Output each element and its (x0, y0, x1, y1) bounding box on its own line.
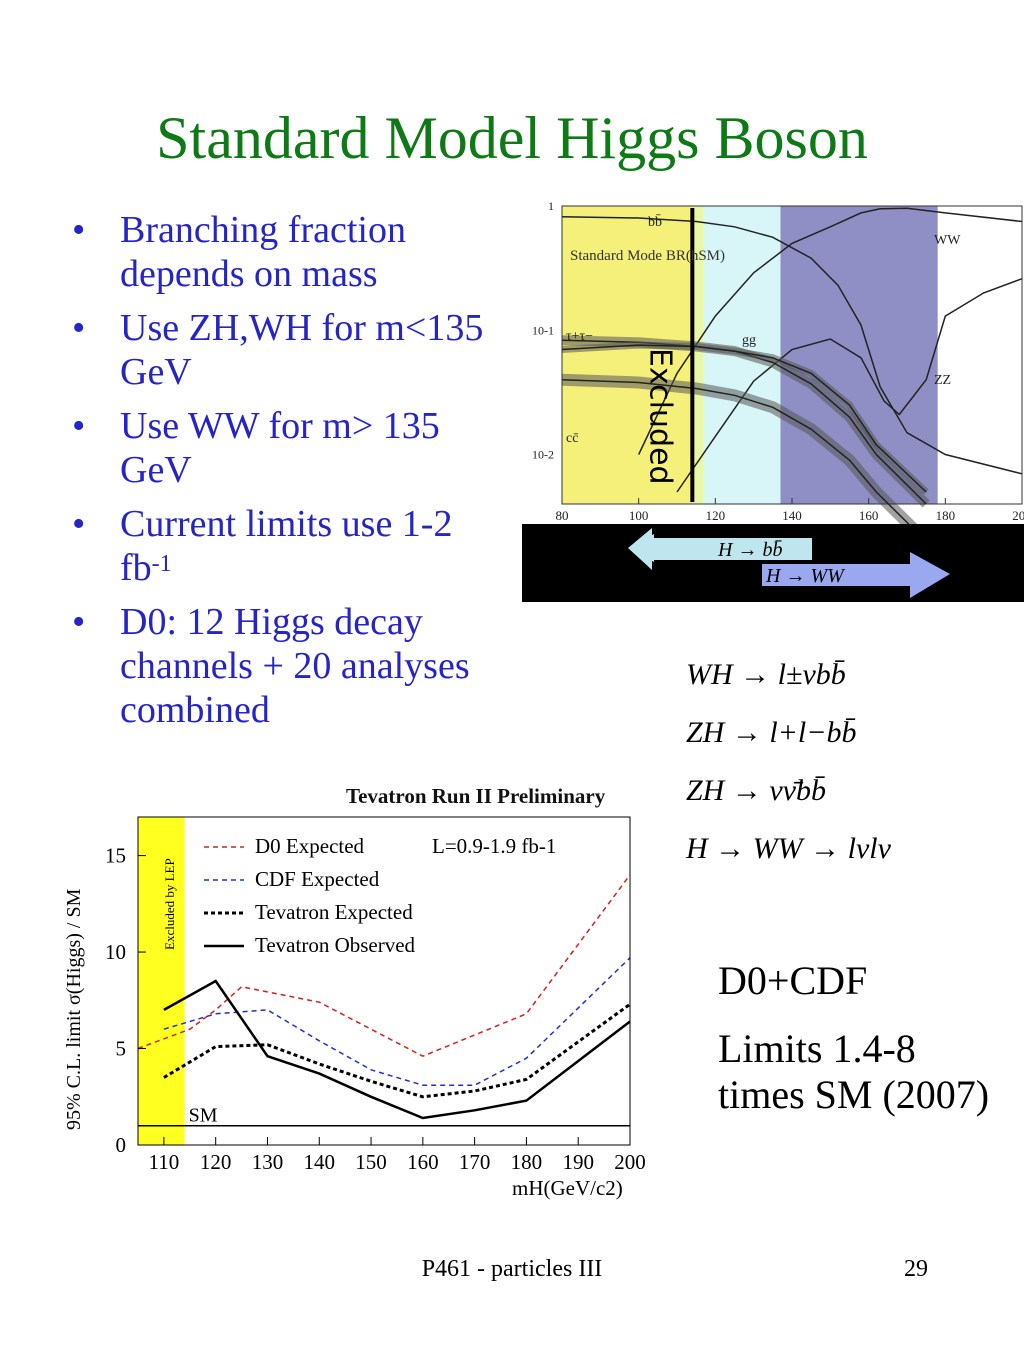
legend-label-2: Tevatron Expected (255, 900, 413, 924)
lep-excluded-band (138, 817, 185, 1145)
br-series-line-4 (561, 344, 927, 493)
excluded-label: Excluded (642, 348, 677, 485)
br-x-tick-label: 100 (629, 508, 649, 523)
equation-h-ww: H → WW → lνlν (686, 832, 891, 865)
br-series-label-4: gg (742, 333, 756, 348)
br-series-label-1: WW (934, 233, 961, 248)
equation-zh-ll: ZH → l+l−bb̄ (686, 716, 857, 749)
br-region-0 (562, 206, 693, 504)
bullet-branching: Branching fraction depends on mass (72, 208, 492, 296)
bullet-superscript: -1 (151, 551, 172, 577)
limit-y-axis-label: 95% C.L. limit σ(Higgs) / SM (63, 888, 85, 1130)
br-region-1 (692, 206, 704, 504)
sm-label: SM (189, 1105, 218, 1127)
arrow-band (522, 524, 1024, 602)
bullet-d0: D0: 12 Higgs decay channels + 20 analyse… (72, 600, 492, 732)
bullet-text: D0: 12 Higgs decay channels + 20 analyse… (120, 601, 470, 731)
limit-y-tick-label: 0 (116, 1133, 127, 1157)
bb-arrow-shape (628, 528, 812, 570)
decay-equations: WH → l±νbb̄ ZH → l+l−bb̄ ZH → νν̄bb̄ H →… (686, 658, 891, 890)
limit-x-tick-label: 120 (200, 1150, 232, 1174)
equation-zh-nunu: ZH → νν̄bb̄ (686, 774, 826, 807)
bullet-zh-wh: Use ZH,WH for m<135 GeV (72, 306, 492, 394)
br-x-tick-label: 80 (556, 508, 569, 523)
bullet-text: Use ZH,WH for m<135 GeV (120, 307, 484, 393)
luminosity-annotation: L=0.9-1.9 fb-1 (432, 834, 556, 858)
bb-arrow-label: H → bb̄ (717, 539, 782, 561)
br-series-line-0 (561, 215, 1023, 475)
br-series-label-2: ZZ (934, 373, 951, 388)
bullet-list: Branching fraction depends on mass Use Z… (72, 208, 492, 742)
ww-arrow (762, 552, 950, 598)
bullet-ww: Use WW for m> 135 GeV (72, 404, 492, 492)
legend-label-3: Tevatron Observed (255, 933, 416, 957)
limit-y-tick-label: 15 (105, 844, 126, 868)
br-x-tick-label: 120 (706, 508, 726, 523)
br-y-tick-label: 10-1 (532, 323, 554, 337)
br-x-tick-label: 140 (782, 508, 802, 523)
br-x-tick-label: 180 (936, 508, 956, 523)
br-series-label-3: τ+τ− (566, 329, 593, 344)
limit-y-tick-label: 5 (116, 1037, 127, 1061)
br-y-tick-label: 1 (548, 199, 554, 213)
limit-x-tick-label: 110 (149, 1150, 180, 1174)
br-chart-title: Standard Mode BR(hSM) (570, 248, 725, 264)
bullet-limits: Current limits use 1-2 fb-1 (72, 502, 492, 590)
br-series-label-5: cc̄ (566, 431, 579, 446)
br-series-label-0: bb̄ (648, 214, 662, 230)
limit-series-2 (163, 1002, 631, 1099)
legend-label-1: CDF Expected (255, 867, 380, 891)
page-number: 29 (904, 1256, 928, 1282)
limit-x-tick-label: 180 (511, 1150, 542, 1174)
combination-heading: D0+CDF (718, 958, 868, 1003)
tevatron-limit-chart: Tevatron Run II Preliminary Excluded by … (52, 775, 652, 1225)
br-region-3 (780, 206, 938, 504)
limit-x-tick-label: 190 (562, 1150, 594, 1174)
limit-x-tick-label: 130 (252, 1150, 284, 1174)
limit-chart-title: Tevatron Run II Preliminary (346, 784, 606, 808)
limit-x-tick-label: 150 (355, 1150, 387, 1174)
slide-title: Standard Model Higgs Boson (156, 105, 868, 171)
br-x-tick-label: 160 (859, 508, 879, 523)
br-y-tick-label: 10-2 (532, 448, 554, 462)
equation-wh: WH → l±νbb̄ (686, 658, 846, 691)
br-series-line-2 (676, 277, 1023, 493)
br-series-line-1 (638, 207, 1023, 455)
limit-x-tick-label: 170 (459, 1150, 491, 1174)
limit-x-tick-label: 200 (614, 1150, 646, 1174)
legend-label-0: D0 Expected (255, 834, 365, 858)
limit-y-tick-label: 10 (105, 940, 126, 964)
limit-x-tick-label: 160 (407, 1150, 439, 1174)
lep-excluded-label: Excluded by LEP (162, 858, 177, 950)
slide-footer: P461 - particles III (421, 1256, 603, 1282)
combination-note: D0+CDF Limits 1.4-8 times SM (2007) (718, 958, 998, 1118)
limit-series-1 (163, 957, 631, 1086)
bullet-text: Current limits use 1-2 fb (120, 503, 453, 589)
limit-plot-frame (137, 816, 631, 1146)
branching-ratio-chart: Excluded Standard Mode BR(hSM) bb̄ WW ZZ τ+… (522, 198, 1024, 602)
br-series-line-5 (561, 378, 927, 542)
ww-arrow-label: H → WW (765, 565, 846, 587)
br-x-tick-label: 200 (1012, 508, 1024, 523)
limit-series-3 (163, 979, 631, 1120)
combination-text: Limits 1.4-8 times SM (2007) (718, 1026, 990, 1117)
limit-x-axis-label: mH(GeV/c2) (512, 1176, 623, 1200)
bullet-text: Use WW for m> 135 GeV (120, 405, 440, 491)
limit-x-tick-label: 140 (304, 1150, 336, 1174)
bullet-text: Branching fraction depends on mass (120, 209, 406, 295)
